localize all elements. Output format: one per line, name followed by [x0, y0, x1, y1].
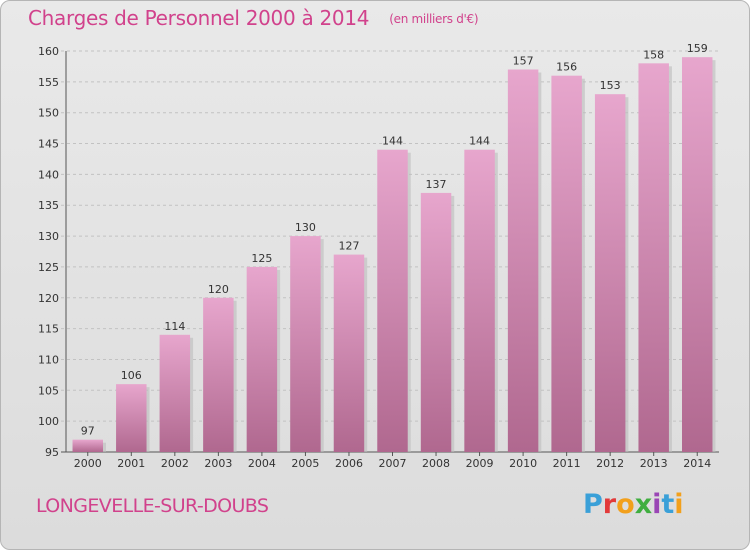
bar: [594, 94, 626, 452]
x-tick-label: 2011: [553, 457, 581, 470]
bar-value-label: 158: [643, 48, 664, 61]
bar: [507, 69, 539, 452]
y-tick-label: 115: [38, 323, 59, 336]
x-tick-label: 2010: [509, 457, 537, 470]
bar-value-label: 137: [426, 178, 447, 191]
y-tick-label: 145: [38, 138, 59, 151]
y-tick-label: 155: [38, 76, 59, 89]
bar: [246, 266, 278, 452]
bar: [377, 149, 408, 452]
bar: [551, 75, 582, 452]
y-tick-label: 125: [38, 261, 59, 274]
bar-value-label: 97: [81, 425, 95, 438]
bar: [159, 334, 191, 452]
bar-value-label: 144: [382, 135, 403, 148]
y-tick-label: 160: [38, 45, 59, 58]
bar: [638, 63, 669, 452]
x-tick-label: 2004: [248, 457, 276, 470]
town-name: LONGEVELLE-SUR-DOUBS: [36, 495, 269, 517]
y-tick-label: 135: [38, 199, 59, 212]
bar: [72, 439, 104, 452]
bar-value-label: 153: [600, 79, 621, 92]
bar-value-label: 159: [687, 42, 708, 55]
bar: [420, 192, 452, 452]
x-tick-label: 2006: [335, 457, 363, 470]
y-tick-label: 140: [38, 168, 59, 181]
x-tick-label: 2007: [379, 457, 407, 470]
y-tick-label: 130: [38, 230, 59, 243]
bar-value-label: 157: [513, 55, 534, 68]
y-tick-label: 95: [45, 446, 59, 459]
bar-value-label: 114: [164, 320, 185, 333]
y-tick-label: 150: [38, 107, 59, 120]
x-tick-label: 2014: [683, 457, 711, 470]
bar: [464, 149, 495, 452]
x-tick-label: 2008: [422, 457, 450, 470]
bar: [116, 384, 147, 452]
proxiti-logo: Proxiti: [583, 489, 684, 520]
chart-title: Charges de Personnel 2000 à 2014 (en mil…: [28, 6, 479, 30]
x-tick-label: 2013: [640, 457, 668, 470]
x-tick-label: 2003: [204, 457, 232, 470]
bar: [333, 254, 365, 452]
chart-subtitle: (en milliers d'€): [389, 12, 479, 26]
bar-value-label: 156: [556, 61, 577, 74]
y-tick-label: 100: [38, 415, 59, 428]
bar-value-label: 125: [251, 252, 272, 265]
bar-value-label: 120: [208, 283, 229, 296]
bar: [290, 236, 321, 452]
x-tick-label: 2002: [161, 457, 189, 470]
bar: [203, 297, 234, 452]
bar-value-label: 144: [469, 135, 490, 148]
chart-title-text: Charges de Personnel 2000 à 2014: [28, 6, 370, 30]
y-tick-label: 120: [38, 292, 59, 305]
bar-value-label: 130: [295, 221, 316, 234]
y-tick-label: 105: [38, 384, 59, 397]
bar-value-label: 106: [121, 369, 142, 382]
y-tick-label: 110: [38, 353, 59, 366]
x-tick-label: 2000: [74, 457, 102, 470]
x-tick-label: 2005: [291, 457, 319, 470]
bar-value-label: 127: [338, 240, 359, 253]
bar: [681, 57, 713, 453]
x-tick-label: 2001: [117, 457, 145, 470]
x-tick-label: 2012: [596, 457, 624, 470]
x-tick-label: 2009: [466, 457, 494, 470]
